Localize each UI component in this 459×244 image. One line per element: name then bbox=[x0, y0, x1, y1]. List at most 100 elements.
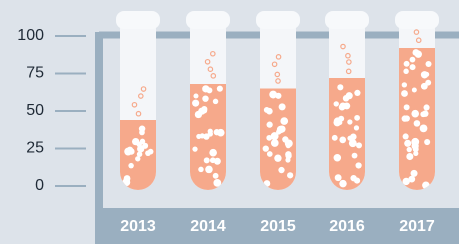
bubble bbox=[192, 100, 199, 107]
tube-cap bbox=[256, 11, 300, 29]
bubble bbox=[412, 142, 419, 149]
bubble bbox=[356, 142, 362, 148]
bubble bbox=[217, 86, 223, 92]
x-tick-label: 2016 bbox=[329, 218, 365, 235]
bubble bbox=[287, 172, 293, 178]
x-tick-label: 2015 bbox=[260, 218, 296, 235]
x-tick-label: 2017 bbox=[399, 218, 435, 235]
bubble bbox=[355, 162, 361, 168]
bubble bbox=[414, 120, 421, 127]
bubble bbox=[266, 108, 273, 115]
bubble bbox=[139, 130, 145, 136]
bubble bbox=[201, 108, 207, 114]
bubble bbox=[334, 117, 342, 125]
y-tick-label: 100 bbox=[17, 27, 44, 44]
bubble bbox=[145, 150, 151, 156]
bubble bbox=[209, 149, 217, 157]
bubble bbox=[404, 140, 411, 147]
bubble bbox=[124, 179, 130, 185]
bubble bbox=[286, 143, 291, 148]
bubble bbox=[350, 175, 356, 181]
bubble bbox=[423, 104, 429, 110]
bubble bbox=[425, 80, 431, 86]
bubble bbox=[213, 173, 219, 179]
bubble bbox=[334, 101, 339, 106]
tube-cap bbox=[186, 11, 230, 29]
bubble bbox=[195, 111, 202, 118]
bubble bbox=[204, 157, 210, 163]
bubble bbox=[277, 126, 284, 133]
tube-fill bbox=[399, 48, 435, 190]
tube-fill bbox=[329, 78, 365, 190]
bubble bbox=[267, 122, 273, 128]
bubble bbox=[202, 85, 209, 92]
bubble bbox=[406, 153, 413, 160]
bubble bbox=[425, 61, 431, 67]
bubble bbox=[193, 93, 198, 98]
bubble bbox=[354, 90, 360, 96]
bubble bbox=[402, 115, 408, 121]
bubble bbox=[403, 69, 408, 74]
bubble bbox=[347, 119, 352, 124]
bubble bbox=[266, 135, 272, 141]
bubble bbox=[404, 104, 410, 110]
bubble bbox=[411, 170, 418, 177]
bubble bbox=[198, 167, 204, 173]
bubble bbox=[407, 147, 412, 152]
bubble bbox=[213, 99, 218, 104]
bubble bbox=[401, 90, 408, 97]
bubble bbox=[339, 180, 346, 187]
bubble bbox=[192, 147, 197, 152]
bubble bbox=[354, 115, 360, 121]
bubble bbox=[205, 166, 213, 174]
bubble bbox=[217, 129, 225, 137]
bubble bbox=[275, 93, 281, 99]
bubble bbox=[278, 167, 284, 173]
tube-fill bbox=[260, 89, 296, 191]
tube-fill bbox=[120, 120, 156, 190]
bubble bbox=[402, 82, 407, 87]
tube-cap bbox=[116, 11, 160, 29]
x-tick-label: 2014 bbox=[190, 218, 226, 235]
bubble bbox=[267, 151, 273, 157]
bubble bbox=[343, 95, 349, 101]
y-tick-label: 75 bbox=[26, 65, 44, 82]
bubble bbox=[202, 95, 208, 101]
bubble bbox=[271, 139, 279, 147]
y-tick-label: 0 bbox=[35, 177, 44, 194]
bubble bbox=[352, 153, 358, 159]
bubble bbox=[404, 61, 410, 67]
bubble bbox=[410, 64, 416, 70]
bubble bbox=[347, 136, 352, 141]
tube-fill bbox=[190, 84, 226, 190]
bubble bbox=[424, 139, 430, 145]
bubble bbox=[335, 174, 342, 181]
chart: 0 25 50 75 100 2013 2014 2015 2016 2017 bbox=[0, 0, 459, 244]
bubble bbox=[208, 131, 213, 136]
tube-cap bbox=[395, 11, 439, 29]
bubble bbox=[420, 111, 426, 117]
bubble bbox=[403, 133, 409, 139]
bubble bbox=[128, 163, 133, 168]
x-tick-label: 2013 bbox=[120, 218, 156, 235]
bubble bbox=[410, 57, 416, 63]
bubble bbox=[337, 84, 343, 90]
bubble bbox=[274, 155, 281, 162]
y-tick-label: 25 bbox=[26, 140, 44, 157]
bubble bbox=[282, 136, 288, 142]
y-tick-label: 50 bbox=[26, 102, 44, 119]
bubble bbox=[412, 88, 417, 93]
bubble bbox=[421, 71, 428, 78]
bubble bbox=[285, 157, 290, 162]
bubble bbox=[263, 145, 269, 151]
bubble bbox=[339, 104, 346, 111]
bubble bbox=[200, 133, 205, 138]
bubble bbox=[137, 145, 144, 152]
bubble bbox=[354, 125, 359, 130]
bubble bbox=[411, 110, 419, 118]
tube-cap bbox=[325, 11, 369, 29]
bubble bbox=[332, 135, 338, 141]
bubble bbox=[279, 103, 286, 110]
bubble bbox=[280, 117, 288, 125]
bubble bbox=[127, 147, 134, 154]
